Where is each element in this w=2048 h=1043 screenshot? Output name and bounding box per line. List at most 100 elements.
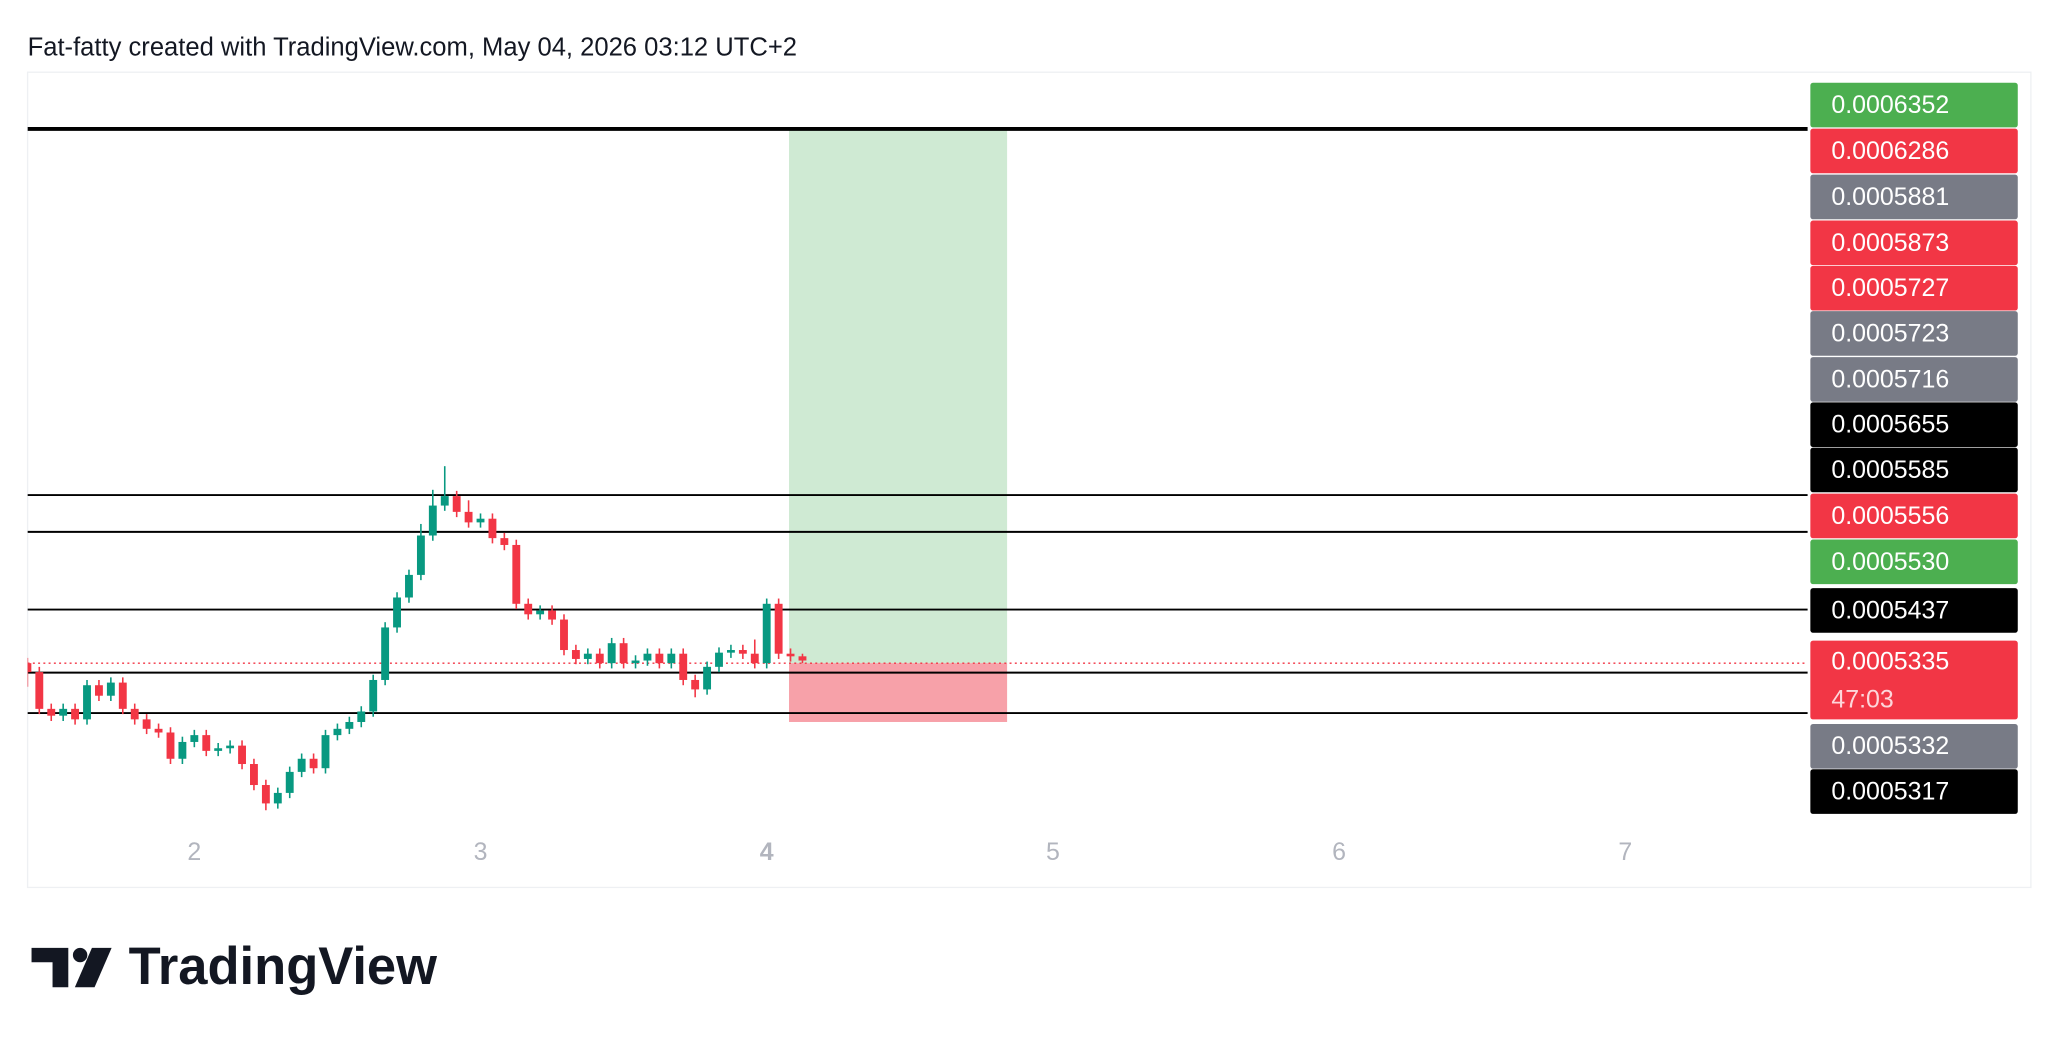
candle-body <box>27 663 32 673</box>
price-label: 0.0005335 <box>1831 648 1949 676</box>
price-label-bg <box>1810 769 2018 814</box>
x-tick-label: 5 <box>1046 838 1060 866</box>
logo-icon <box>31 947 112 988</box>
candle-body <box>464 511 473 523</box>
price-label-bg <box>1810 723 2018 769</box>
candle-body <box>774 603 783 654</box>
price-label-bg <box>1810 265 2018 311</box>
price-label-bg <box>1810 128 2018 174</box>
candle-body <box>619 643 628 664</box>
price-label: 0.0005655 <box>1831 411 1949 439</box>
candle-body <box>393 597 401 628</box>
x-axis: 2 3 4 5 6 7 <box>187 838 1632 866</box>
logo-mark <box>31 947 69 988</box>
candle-body <box>762 603 771 664</box>
candle-body <box>297 758 306 772</box>
candle-body <box>202 735 211 751</box>
candle-body <box>583 653 592 659</box>
pane-border <box>26 71 2032 889</box>
candle-body <box>357 711 366 722</box>
candle-body <box>738 650 747 654</box>
candle-body <box>71 708 80 720</box>
candle-body <box>154 728 163 733</box>
price-label: 0.0005585 <box>1831 456 1949 484</box>
candle-body <box>536 610 545 615</box>
candle-body <box>428 505 437 536</box>
candle-body <box>190 735 199 742</box>
x-tick-label: 3 <box>474 838 488 866</box>
price-label-bg <box>1810 539 2018 585</box>
price-label: 0.0006352 <box>1831 91 1949 119</box>
candle-body <box>571 650 580 659</box>
candle-body <box>142 719 151 729</box>
countdown: 47:03 <box>1831 686 1893 714</box>
candle-body <box>512 544 521 604</box>
candle-body <box>166 732 175 759</box>
price-label-bg <box>1810 82 2018 128</box>
candle-body <box>524 603 533 615</box>
candle-body <box>238 745 246 765</box>
candle-body <box>59 708 68 716</box>
candle-body <box>250 764 258 786</box>
candle-body <box>35 672 44 709</box>
candle-body <box>548 610 557 620</box>
candle-body <box>369 679 378 712</box>
candle-body <box>679 653 688 680</box>
candle-body <box>214 748 223 751</box>
candle-body <box>595 653 604 664</box>
x-tick-label: 7 <box>1618 838 1632 866</box>
chart-title: Fat-fatty created with TradingView.com, … <box>28 33 797 61</box>
candle-body <box>715 652 723 667</box>
candle-body <box>273 792 282 804</box>
candle-body <box>691 679 700 690</box>
price-label-bg <box>1810 357 2018 402</box>
profit-zone <box>789 128 1008 664</box>
price-label-bg <box>1810 447 2018 493</box>
x-tick-label: 6 <box>1332 838 1346 866</box>
candle-body <box>560 619 568 651</box>
candle-body <box>655 653 664 664</box>
candle-body <box>607 643 616 664</box>
candle-body <box>309 758 318 769</box>
candle-body <box>118 682 127 709</box>
candle-body <box>226 745 235 749</box>
candle-body <box>452 496 461 512</box>
candle-body <box>285 771 294 793</box>
price-label: 0.0005332 <box>1831 732 1949 760</box>
candle-body <box>405 574 413 598</box>
price-label-bg <box>1810 402 2018 447</box>
candle-body <box>83 685 91 720</box>
candle-body <box>750 653 759 664</box>
candle-body <box>95 685 103 696</box>
price-label-bg <box>1810 588 2018 633</box>
price-label-bg <box>1810 220 2018 266</box>
logo-dot <box>72 947 88 963</box>
candle-body <box>333 728 342 736</box>
candle-body <box>440 496 449 506</box>
price-label: 0.0005317 <box>1831 778 1949 806</box>
candle-body <box>703 666 712 690</box>
candle-body <box>381 627 390 680</box>
plot-area <box>27 126 1808 811</box>
candle-body <box>261 785 270 804</box>
price-label: 0.0005881 <box>1831 183 1949 211</box>
x-tick-label: 2 <box>187 838 201 866</box>
candle-body <box>500 538 509 545</box>
candle-body <box>643 653 652 661</box>
price-label: 0.0005727 <box>1831 274 1949 302</box>
candle-body <box>321 735 330 769</box>
logo-text: TradingView <box>129 937 437 996</box>
x-tick-label: 4 <box>760 838 774 866</box>
price-label: 0.0005530 <box>1831 548 1949 576</box>
candle-body <box>631 660 640 664</box>
candle-body <box>178 741 187 759</box>
price-label: 0.0005437 <box>1831 596 1949 624</box>
price-label: 0.0005873 <box>1831 229 1949 257</box>
price-label-bg <box>1810 493 2018 539</box>
candle-body <box>106 682 115 696</box>
candle-body <box>476 518 485 523</box>
candle-body <box>786 653 795 657</box>
